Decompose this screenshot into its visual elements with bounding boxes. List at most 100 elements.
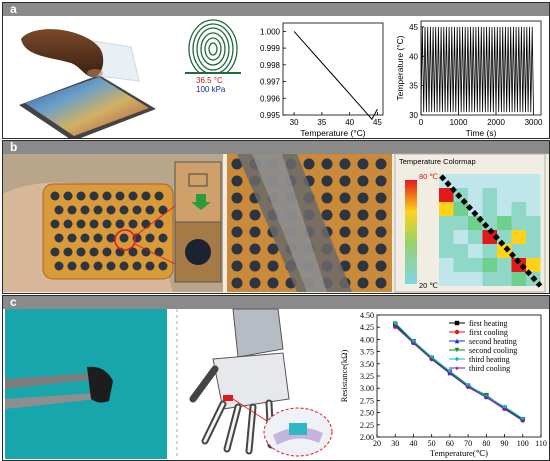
sensor-pixel [249,209,261,221]
data-point [411,341,416,346]
sensor-pixel [154,191,164,201]
heatmap-cell [497,202,512,216]
y-tick-label: 3.25 [360,372,374,381]
heatmap-cell [468,188,483,202]
y-tick-label: 1.000 [260,27,281,36]
y-axis-label: Resistance(kΩ) [339,350,349,403]
panel-b-label: b [10,140,18,154]
y-tick-label: 0.997 [260,78,281,87]
sensor-pixel [89,191,99,201]
sensor-pixel [249,243,261,255]
panel-a: a 36.5 °C 100 kPa [2,2,550,139]
sensor-pixel [128,191,138,201]
y-tick-label: 0.996 [260,94,281,103]
heatmap-cell [497,174,512,188]
heatmap-cell [439,188,454,202]
legend-label: first heating [469,319,507,328]
sensor-pixel [80,205,90,215]
heatmap-cell [468,258,483,272]
plot-frame [282,22,384,116]
y-tick-label: 2.25 [360,421,374,430]
x-tick-label: 1000 [450,118,468,127]
data-point [484,395,489,400]
sensor-pixel [106,205,116,215]
legend-marker [454,365,460,371]
heatmap-cell [482,244,497,258]
heatmap-cell [526,216,541,230]
heatmap-cell [497,188,512,202]
sensor-pixel [321,209,333,221]
series-line [293,31,378,121]
heatmap-cell [482,202,497,216]
sensor-pixel [93,261,103,271]
heatmap-cell [439,258,454,272]
colorbar-max-label: 80 ℃ [419,172,438,181]
data-point [393,324,398,329]
sensor-pixel [54,233,64,243]
highlight-circle [114,229,136,251]
separator-line [176,309,178,459]
heatmap-cell [526,188,541,202]
sensor-pixel [132,205,142,215]
sensor-pixel [303,158,315,170]
sensor-pixel [357,158,369,170]
fingerprint-temp: 36.5 °C [196,76,223,85]
x-tick-label: 20 [373,439,381,448]
heatmap-cell [453,230,468,244]
sensor-pixel [50,247,60,257]
x-axis-label: Temperature(℃) [430,448,488,458]
heatmap-cell [497,244,512,258]
data-point [502,404,507,409]
x-tick-label: 2000 [487,118,505,127]
x-tick-label: 40 [345,118,354,127]
sensor-pixel [158,205,168,215]
sensor-pixel [54,261,64,271]
x-tick-label: 60 [446,439,454,448]
sensor-pixel [63,247,73,257]
legend-marker [454,338,460,344]
heatmap-cell [482,272,497,286]
heatmap-cell [511,230,526,244]
heatmap-cell [468,244,483,258]
sensor-pixel [63,191,73,201]
sensor-pixel [128,247,138,257]
x-tick-label: 40 [409,439,417,448]
device-screen [25,77,149,136]
sensor-pixel [67,261,77,271]
heatmap-cell [497,216,512,230]
sensor-pixel [76,191,86,201]
y-tick-label: 0.998 [260,61,281,70]
data-point [429,357,434,362]
finger [21,29,104,78]
sensor-pixel [154,219,164,229]
sensor-pixel [321,158,333,170]
heatmap-cell [497,258,512,272]
sensor-pixel [357,175,369,187]
sensor-pixel [67,205,77,215]
heatmap-cell [453,174,468,188]
x-tick-label: 50 [428,439,436,448]
y-tick-label: 2.75 [360,396,374,405]
sensor-pixel [102,219,112,229]
sensor-pixel [375,243,387,255]
heatmap-cell [511,216,526,230]
x-tick-label: 30 [391,439,399,448]
y-tick-label: 0.995 [260,111,281,120]
legend-marker [454,356,460,362]
sensor-pixel [231,243,243,255]
heatmap-cell [497,230,512,244]
x-tick-label: 110 [535,439,547,448]
heatmap-cell [526,230,541,244]
data-point [520,418,525,424]
tweezers-sensor-photo [5,309,167,459]
data-point [465,385,471,390]
sensor-pixel [357,277,369,289]
y-tick-label: 40 [409,52,418,61]
fingerprint-icon [183,19,243,113]
x-tick-label: 3000 [525,118,543,127]
sensor-pixel [102,247,112,257]
sensor-pixel [231,277,243,289]
legend-marker [454,320,460,326]
sensor-pixel [67,233,77,243]
sensor-pixel [231,192,243,204]
